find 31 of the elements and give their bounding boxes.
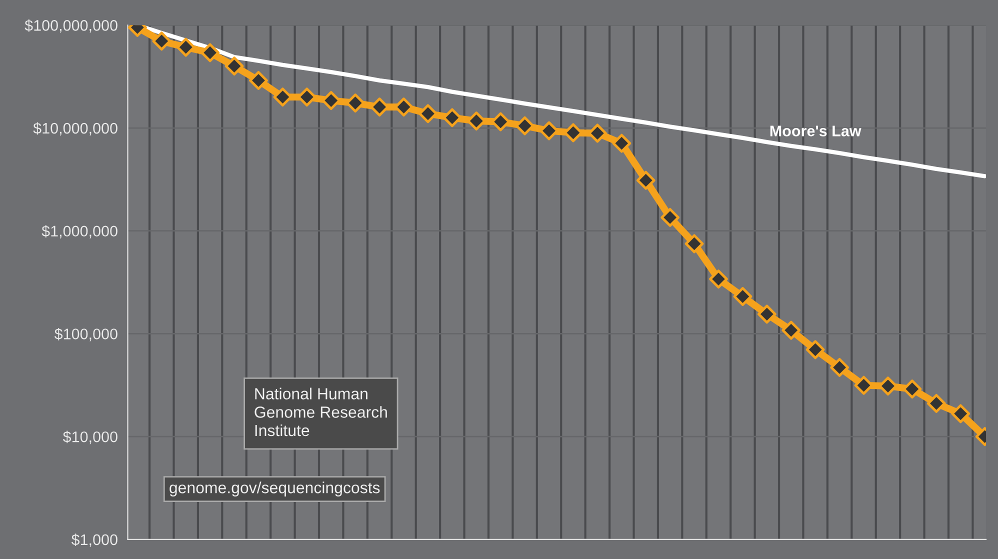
point <box>902 380 922 398</box>
annotation: National Human Genome Research Institute <box>254 388 387 436</box>
point <box>442 108 462 128</box>
y-tick-label: $1,000 <box>71 534 118 547</box>
point <box>249 70 268 90</box>
annotation: genome.gov/sequencingcosts <box>170 482 380 496</box>
point <box>418 104 438 124</box>
point <box>152 32 172 51</box>
series-label: Moore's Law <box>770 126 862 136</box>
point <box>926 394 946 413</box>
point <box>830 358 850 377</box>
y-tick-label: $10,000,000 <box>33 122 118 136</box>
point <box>224 56 244 76</box>
point <box>540 121 558 140</box>
point <box>660 208 680 227</box>
y-tick-label: $100,000 <box>54 328 118 342</box>
y-tick-label: $100,000,000 <box>24 19 118 33</box>
y-tick-label: $1,000,000 <box>42 225 118 238</box>
point <box>200 43 220 62</box>
point <box>684 234 704 254</box>
point <box>757 304 776 324</box>
point <box>733 287 752 306</box>
point <box>515 116 534 136</box>
y-tick-label: $10,000 <box>62 430 118 444</box>
point <box>951 404 970 424</box>
point <box>636 170 656 190</box>
point <box>612 134 632 153</box>
point <box>782 320 801 340</box>
point <box>806 340 825 360</box>
point <box>176 38 196 57</box>
point <box>709 270 728 289</box>
